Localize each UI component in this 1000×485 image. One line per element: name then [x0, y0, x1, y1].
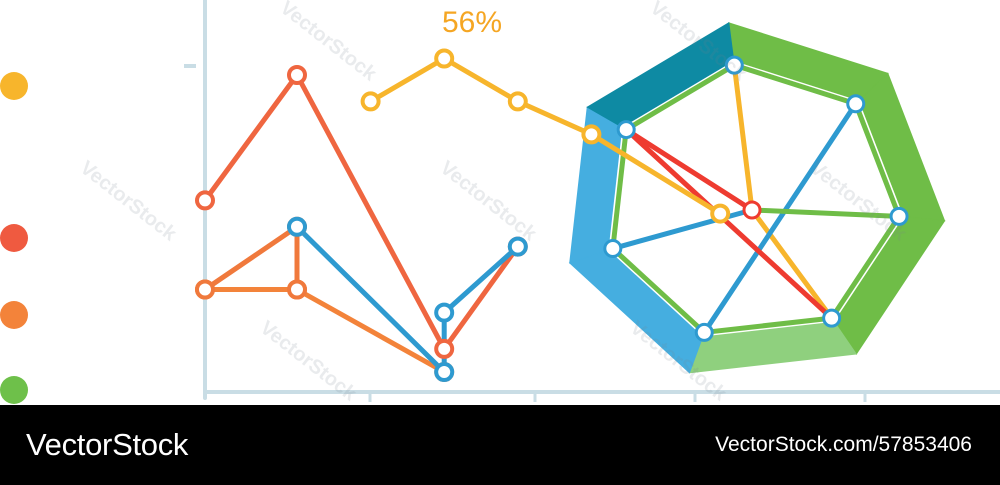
radar-inner-line	[701, 101, 859, 335]
data-point	[360, 91, 381, 112]
radar-inner-line	[731, 62, 755, 213]
radar-vertex	[822, 308, 842, 328]
radar-inner-line	[623, 127, 835, 321]
data-point	[195, 279, 215, 300]
data-point	[195, 190, 215, 211]
footer-image-id: VectorStock.com/57853406	[715, 433, 972, 456]
radar-polygon	[610, 62, 902, 335]
series-line	[202, 287, 447, 375]
data-point	[434, 338, 455, 359]
data-point	[434, 48, 455, 69]
legend-dot-red	[0, 224, 28, 252]
radar-vertex	[846, 94, 866, 114]
series-line	[202, 224, 300, 292]
radar-vertex	[724, 55, 744, 75]
footer-bar: VectorStock VectorStock.com/57853406	[0, 405, 1000, 485]
data-point	[287, 216, 307, 237]
legend-dot-yellow	[0, 72, 28, 100]
legend-dot-orange	[0, 301, 28, 329]
radar-inner-line	[623, 127, 755, 213]
footer-brand: VectorStock	[26, 427, 189, 462]
line-series	[195, 48, 731, 382]
data-point	[581, 124, 602, 145]
radar-vertex	[889, 206, 909, 226]
data-point	[507, 236, 528, 257]
chart-area: 56% VectorStock VectorStock VectorStock …	[0, 0, 1000, 405]
radar-vertex	[603, 239, 623, 259]
radar-inner-area	[608, 60, 904, 337]
radar-center	[742, 200, 762, 220]
radar-inner-line	[749, 207, 902, 219]
data-point	[287, 65, 307, 85]
radar-inner-line	[749, 207, 835, 321]
chart-svg: 56%	[184, 0, 1000, 402]
series-line	[202, 72, 521, 352]
data-point	[710, 203, 731, 224]
radar-vertex	[694, 322, 714, 342]
annotation-label: 56%	[442, 6, 502, 39]
radar-vertex	[616, 120, 636, 140]
legend-dot-green	[0, 376, 28, 404]
data-point	[507, 91, 528, 112]
data-point	[434, 362, 455, 382]
data-point	[434, 302, 455, 323]
data-point	[287, 279, 307, 300]
radar-chart	[568, 21, 946, 374]
